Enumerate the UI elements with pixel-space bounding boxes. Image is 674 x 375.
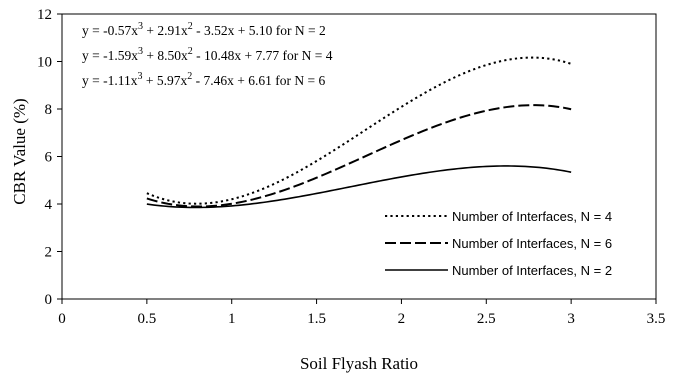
y-tick-label: 4	[45, 197, 53, 213]
legend-label-2: Number of Interfaces, N = 2	[452, 263, 612, 278]
x-axis-title: Soil Flyash Ratio	[300, 354, 418, 373]
equation-2: y = -1.11x3 + 5.97x2 - 7.46x + 6.61 for …	[82, 71, 325, 88]
equation-tail: - 7.46x + 6.61 for N = 6	[192, 73, 325, 88]
x-tick-label: 1	[228, 311, 236, 327]
tick-labels: 0 0.5 1 1.5 2 2.5 3 3.5 0 2 4 6 8 10 12	[37, 7, 665, 327]
equation-base: y = -1.59x	[82, 48, 138, 63]
equation-sup2: 2	[187, 71, 192, 82]
equation-tail: - 3.52x + 5.10 for N = 2	[193, 23, 326, 38]
y-tick-label: 6	[45, 150, 53, 166]
equation-tail: - 10.48x + 7.77 for N = 4	[193, 48, 333, 63]
y-tick-label: 10	[37, 55, 52, 71]
axes	[57, 13, 657, 304]
equation-mid1: + 2.91x	[143, 23, 188, 38]
y-axis-title: CBR Value (%)	[10, 98, 29, 204]
equation-base: y = -1.11x	[82, 73, 138, 88]
y-tick-label: 8	[45, 102, 53, 118]
equation-sup1: 3	[138, 46, 143, 57]
legend-label-1: Number of Interfaces, N = 6	[452, 236, 612, 251]
series-line-2	[146, 165, 572, 209]
legend-label-0: Number of Interfaces, N = 4	[452, 209, 612, 224]
y-tick-label: 0	[45, 292, 53, 308]
x-tick-label: 0.5	[137, 311, 156, 327]
x-tick-label: 3.5	[647, 311, 666, 327]
equations: y = -0.57x3 + 2.91x2 - 3.52x + 5.10 for …	[82, 21, 333, 88]
y-tick-label: 12	[37, 7, 52, 23]
equation-mid1: + 5.97x	[142, 73, 187, 88]
series-line-0	[146, 56, 572, 205]
equation-sup1: 3	[137, 71, 142, 82]
x-tick-label: 3	[567, 311, 575, 327]
equation-0: y = -0.57x3 + 2.91x2 - 3.52x + 5.10 for …	[82, 21, 326, 38]
legend: Number of Interfaces, N = 4 Number of Int…	[385, 209, 612, 278]
equation-sup1: 3	[138, 21, 143, 32]
series-line-1	[146, 104, 572, 208]
equation-sup2: 2	[188, 21, 193, 32]
y-tick-label: 2	[45, 245, 53, 261]
series-layer	[146, 56, 572, 209]
x-tick-label: 0	[58, 311, 66, 327]
x-tick-label: 2.5	[477, 311, 496, 327]
x-tick-label: 2	[398, 311, 406, 327]
equation-mid1: + 8.50x	[143, 48, 188, 63]
equation-base: y = -0.57x	[82, 23, 138, 38]
equation-1: y = -1.59x3 + 8.50x2 - 10.48x + 7.77 for…	[82, 46, 333, 63]
equation-sup2: 2	[188, 46, 193, 57]
x-tick-label: 1.5	[307, 311, 326, 327]
